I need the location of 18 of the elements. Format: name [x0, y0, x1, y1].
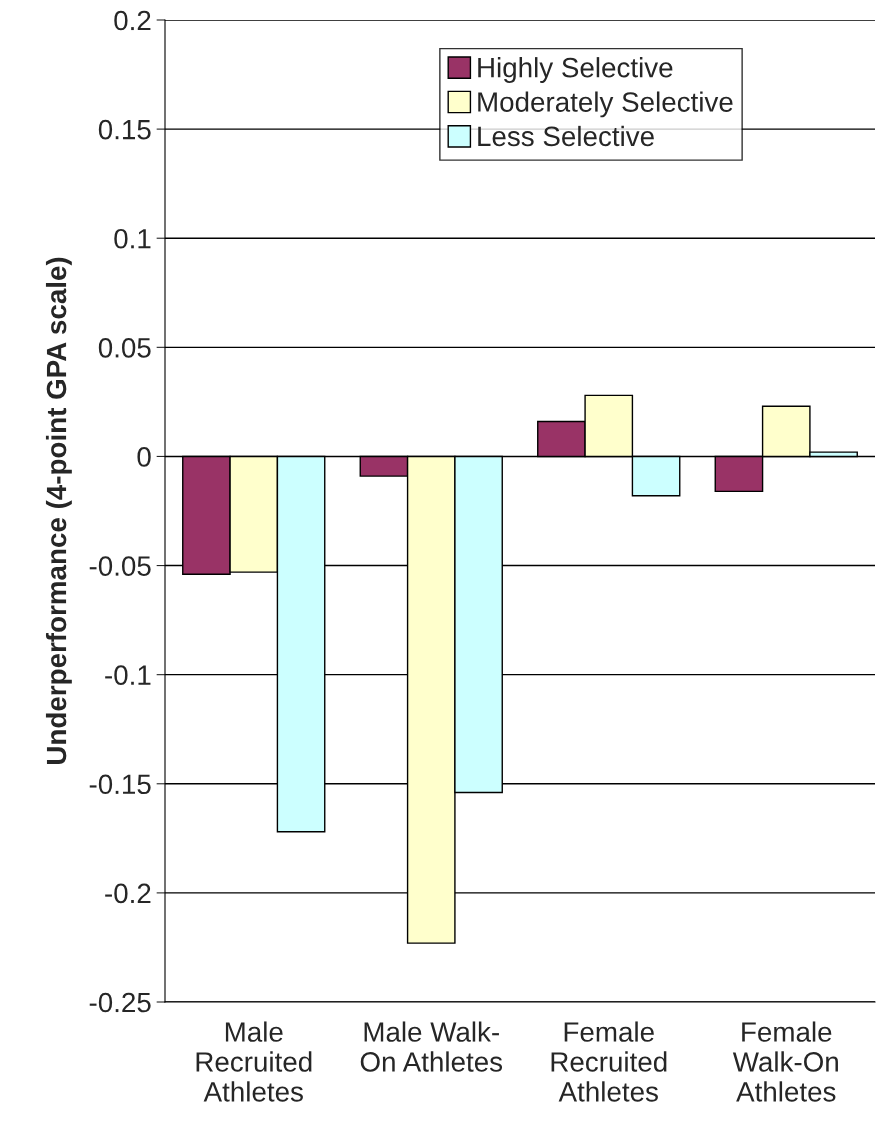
- y-tick-label: 0.1: [114, 228, 151, 249]
- x-tick-label: Female Walk-On Athletes: [732, 1021, 838, 1102]
- y-tick-label: -0.15: [89, 774, 151, 795]
- x-tick-label: Male Recruited Athletes: [196, 1021, 312, 1102]
- x-tick-label: Female Recruited Athletes: [551, 1021, 667, 1102]
- y-tick-label: 0: [137, 447, 151, 467]
- y-tick-label: -0.2: [105, 883, 151, 904]
- legend-label: Moderately Selective: [478, 91, 733, 118]
- y-tick-label: 0.2: [114, 10, 151, 31]
- y-tick-label: -0.05: [89, 556, 151, 576]
- y-tick-label: -0.1: [105, 665, 151, 686]
- y-tick-label: 0.15: [98, 119, 151, 140]
- y-tick-label: -0.25: [89, 992, 151, 1013]
- y-tick-label: 0.05: [98, 338, 151, 358]
- y-axis-title: Underperformance (4-point GPA scale): [45, 257, 72, 764]
- legend-label: Less Selective: [478, 125, 654, 147]
- x-tick-label: Male Walk- On Athletes: [360, 1021, 503, 1072]
- legend-label: Highly Selective: [478, 57, 673, 83]
